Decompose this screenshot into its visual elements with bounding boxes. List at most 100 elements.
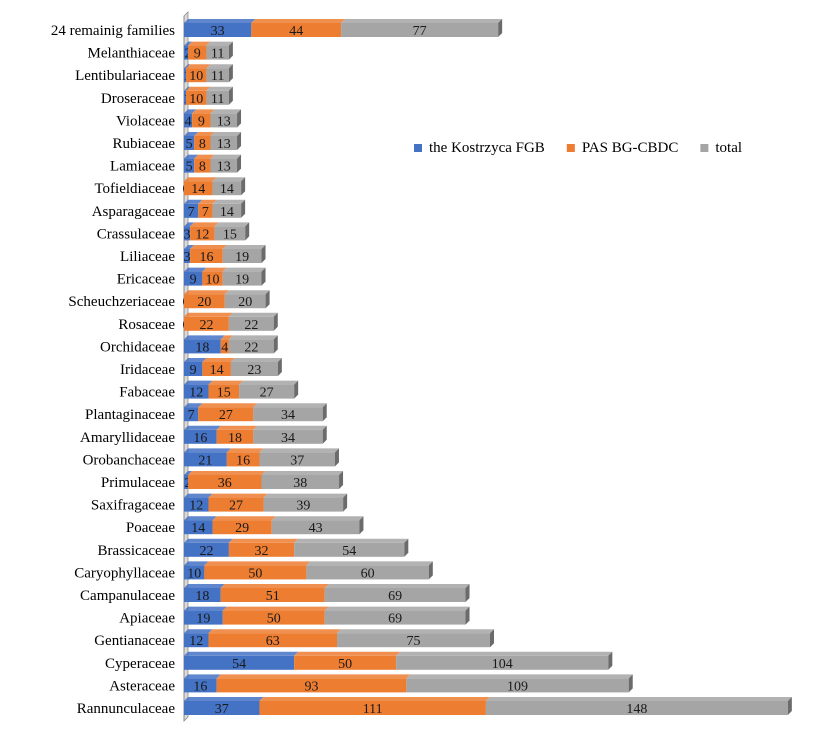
bar-top-face	[184, 222, 195, 227]
category-label: Droseraceae	[101, 91, 175, 107]
bar-segment	[184, 23, 252, 37]
bar-end-face	[339, 471, 344, 489]
bar-end-face	[322, 403, 327, 422]
bar-top-face	[210, 109, 242, 114]
bar-segment	[210, 136, 238, 150]
data-label: 15	[223, 227, 237, 242]
bar-segment	[184, 45, 189, 60]
bar-segment	[271, 520, 360, 535]
bar-top-face	[184, 584, 225, 588]
data-label: 5	[186, 137, 193, 152]
bar-segment	[198, 203, 213, 218]
category-label: Gentianaceae	[94, 633, 175, 649]
bar-segment	[324, 588, 466, 602]
bar-segment	[184, 384, 209, 399]
bar-top-face	[184, 651, 299, 656]
bar-segment	[253, 429, 323, 444]
bar-segment	[220, 339, 229, 354]
data-label: 77	[413, 24, 427, 39]
bar-end-face	[787, 697, 792, 715]
bar-top-face	[222, 606, 329, 611]
bar-segment	[230, 362, 278, 376]
bar-segment	[206, 90, 229, 105]
data-label: 69	[388, 589, 402, 604]
bar-top-face	[206, 86, 233, 91]
bar-segment	[220, 588, 325, 602]
data-label: 13	[217, 137, 231, 152]
bar-segment	[184, 158, 195, 173]
data-label: 3	[184, 250, 191, 265]
bar-segment	[341, 23, 499, 37]
bar-top-face	[210, 132, 242, 136]
bar-end-face	[294, 380, 299, 399]
bar-top-face	[259, 697, 490, 701]
bar-segment	[251, 23, 342, 37]
data-label: 23	[247, 363, 261, 378]
bar-top-face	[184, 64, 191, 69]
data-label: 9	[190, 273, 197, 288]
data-label: 7	[188, 408, 195, 423]
bar-segment	[406, 678, 629, 693]
bar-top-face	[206, 41, 233, 46]
category-label: Plantaginaceae	[85, 407, 175, 423]
bar-top-face	[184, 335, 225, 340]
bar-end-face	[237, 154, 242, 173]
bar-top-face	[406, 674, 633, 679]
bar-end-face	[273, 335, 278, 354]
category-label: Violaceae	[116, 113, 175, 129]
bar-segment	[202, 271, 223, 286]
bar-top-face	[216, 674, 411, 679]
bar-end-face	[628, 674, 633, 693]
data-label: 19	[235, 250, 249, 265]
data-label: 60	[361, 566, 375, 581]
data-label: 19	[235, 273, 249, 288]
category-label: Lentibulariaceae	[75, 68, 175, 84]
legend-swatch	[700, 144, 709, 152]
data-label: 50	[267, 612, 281, 627]
category-label: Apiaceae	[119, 611, 175, 627]
bar-end-face	[228, 86, 233, 105]
data-label: 44	[289, 24, 303, 39]
data-label: 22	[199, 318, 213, 333]
bar-segment	[184, 339, 221, 354]
bar-top-face	[188, 41, 211, 46]
bar-end-face	[273, 312, 278, 331]
bar-top-face	[190, 222, 219, 227]
category-label: Rannunculaceae	[77, 701, 176, 717]
category-label: Amaryllidaceae	[80, 430, 175, 446]
bar-top-face	[210, 154, 242, 159]
bar-end-face	[465, 584, 470, 602]
bar-top-face	[341, 19, 503, 23]
data-label: 2	[185, 47, 192, 62]
bar-top-face	[184, 697, 264, 701]
bar-top-face	[184, 538, 233, 543]
data-label: 14	[220, 205, 234, 220]
bar-top-face	[184, 41, 193, 46]
category-label: Melanthiaceae	[88, 46, 176, 62]
bar-top-face	[184, 629, 213, 634]
bar-segment	[190, 249, 223, 263]
bar-end-face	[237, 109, 242, 128]
bar-segment	[212, 520, 272, 535]
data-label: 43	[309, 521, 323, 536]
category-label: Scheuchzeriaceae	[68, 294, 175, 310]
bar-segment	[224, 294, 266, 309]
bar-segment	[222, 249, 262, 263]
bar-top-face	[184, 19, 256, 23]
category-label: Saxifragaceae	[91, 498, 175, 514]
bar-top-face	[184, 290, 229, 295]
bar-segment	[184, 271, 203, 286]
data-label: 13	[217, 160, 231, 175]
data-label: 14	[191, 182, 205, 197]
bar-segment	[208, 497, 264, 512]
data-label: 16	[236, 453, 250, 468]
data-label: 10	[189, 69, 203, 84]
bar-end-face	[261, 245, 266, 263]
bar-top-face	[184, 86, 191, 91]
bar-segment	[184, 655, 295, 670]
bar-top-face	[220, 335, 233, 340]
bar-segment	[184, 497, 209, 512]
bar-top-face	[212, 516, 276, 521]
bar-end-face	[428, 561, 433, 580]
legend-swatch	[566, 144, 575, 152]
